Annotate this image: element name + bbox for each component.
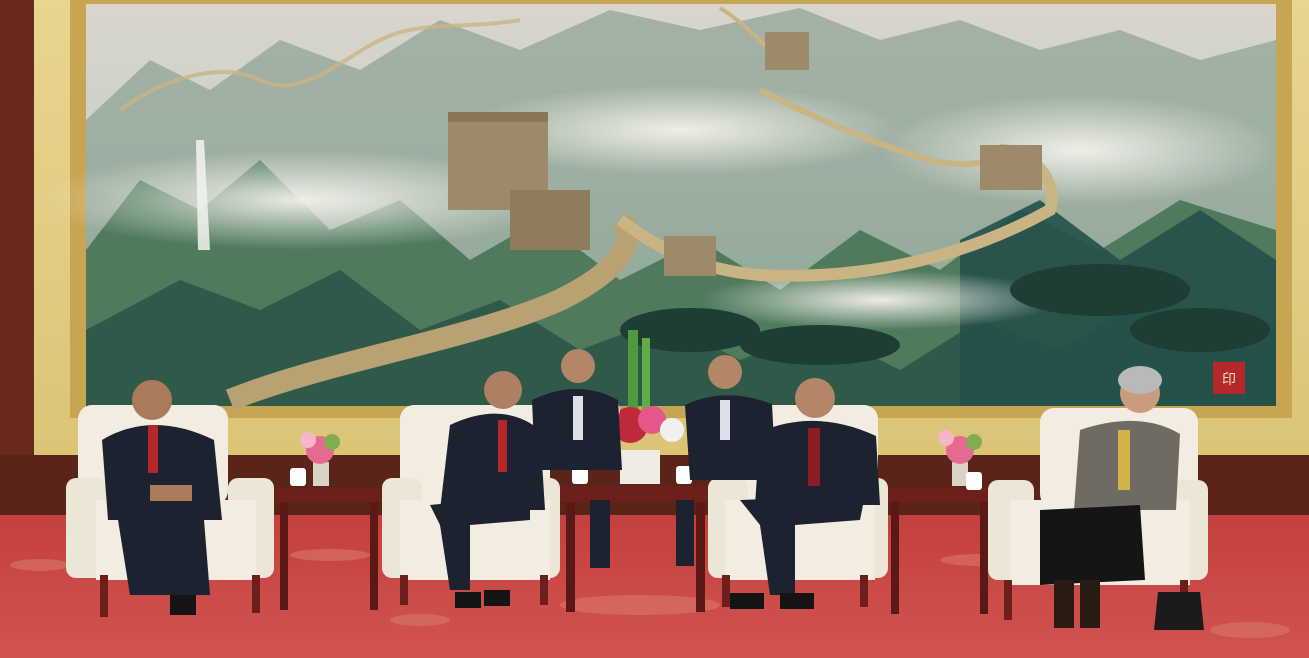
- side-table-right: [886, 488, 994, 614]
- person-interpreter-right: [676, 355, 776, 566]
- person-delegate-right: [1040, 366, 1180, 628]
- painting-mist: [40, 85, 1280, 330]
- person-interpreter-left: [532, 349, 622, 568]
- person-delegate-left: [102, 380, 222, 615]
- painting-waterfall: [196, 140, 210, 250]
- painting-pines: [620, 264, 1270, 365]
- carpet-pattern: [10, 549, 1290, 638]
- handbag: [1154, 592, 1204, 630]
- side-table-left: [275, 488, 383, 610]
- painting-seal-glyph: 印: [1222, 372, 1236, 388]
- person-guest: [430, 371, 545, 608]
- flowers-center: [600, 330, 684, 484]
- painting-watchtowers: [448, 32, 1042, 276]
- flowers-right: [938, 430, 982, 486]
- teacups: [290, 466, 982, 490]
- center-table: [560, 486, 712, 612]
- flowers-left: [300, 432, 340, 486]
- painting-seal: [1213, 362, 1245, 394]
- person-host: [730, 378, 880, 609]
